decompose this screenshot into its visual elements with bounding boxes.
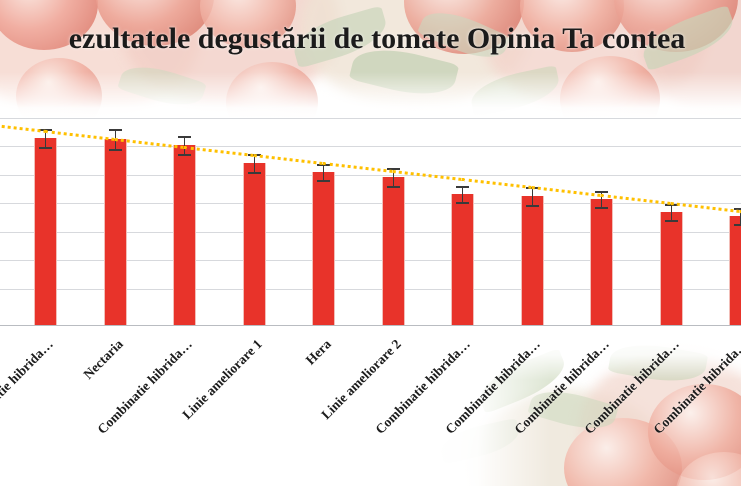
error-cap-8-upper	[526, 187, 539, 189]
error-bar-4	[254, 154, 255, 172]
error-cap-4-lower	[248, 172, 261, 174]
bar-4[interactable]	[243, 163, 266, 325]
chart-title: ezultatele degustării de tomate Opinia T…	[68, 22, 686, 55]
error-cap-1-upper	[39, 129, 52, 131]
error-bar-5	[323, 164, 324, 180]
error-cap-2-upper	[109, 129, 122, 131]
error-cap-5-lower	[317, 180, 330, 182]
error-cap-7-upper	[456, 186, 469, 188]
error-bar-6	[393, 168, 394, 186]
bar-3[interactable]	[173, 145, 196, 325]
error-bar-1	[45, 129, 46, 147]
bar-6[interactable]	[382, 177, 405, 325]
error-cap-6-upper	[387, 168, 400, 170]
bar-10[interactable]	[660, 212, 683, 325]
bar-1[interactable]	[34, 138, 57, 325]
error-bar-2	[115, 129, 116, 149]
bar-5[interactable]	[312, 172, 335, 325]
error-cap-8-lower	[526, 205, 539, 207]
error-cap-11-lower	[734, 224, 741, 226]
error-bar-8	[532, 187, 533, 205]
error-bar-3	[184, 136, 185, 154]
gridline-5	[0, 260, 741, 261]
error-cap-1-lower	[39, 147, 52, 149]
error-cap-10-upper	[665, 204, 678, 206]
error-cap-7-lower	[456, 202, 469, 204]
error-bar-7	[462, 186, 463, 202]
bar-7[interactable]	[451, 194, 474, 325]
error-cap-2-lower	[109, 149, 122, 151]
gridline-6	[0, 289, 741, 290]
gridline-1	[0, 146, 741, 147]
error-cap-9-lower	[595, 207, 608, 209]
error-bar-9	[601, 191, 602, 207]
error-cap-4-upper	[248, 154, 261, 156]
bar-8[interactable]	[521, 196, 544, 325]
bar-2[interactable]	[104, 139, 127, 325]
error-cap-11-upper	[734, 208, 741, 210]
error-cap-6-lower	[387, 186, 400, 188]
error-cap-3-upper	[178, 136, 191, 138]
x-axis-line	[0, 325, 741, 326]
gridline-0	[0, 118, 741, 119]
error-cap-9-upper	[595, 191, 608, 193]
bar-9[interactable]	[590, 199, 613, 325]
gridline-4	[0, 232, 741, 233]
error-cap-5-upper	[317, 164, 330, 166]
gridline-2	[0, 175, 741, 176]
trendline-segment-7	[461, 178, 532, 189]
error-bar-10	[671, 204, 672, 220]
error-cap-3-lower	[178, 154, 191, 156]
gridline-3	[0, 203, 741, 204]
error-cap-10-lower	[665, 220, 678, 222]
bar-11[interactable]	[729, 216, 741, 325]
